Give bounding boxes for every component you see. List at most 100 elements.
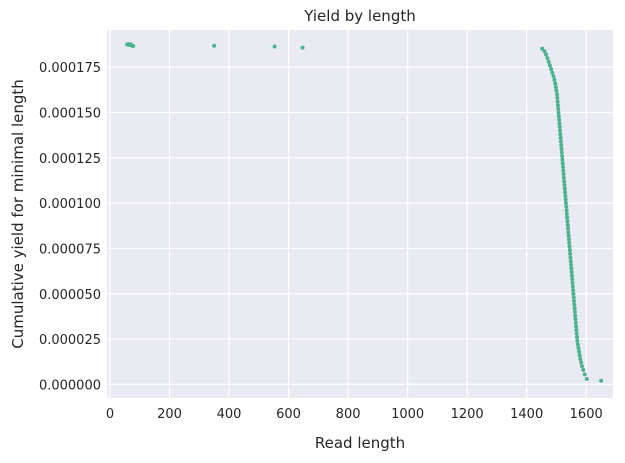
scatter-point [570, 280, 575, 285]
scatter-point [576, 346, 581, 351]
y-tick-label: 0.000125 [39, 152, 101, 167]
scatter-point [571, 295, 576, 300]
scatter-point [557, 121, 562, 126]
scatter-point [558, 132, 563, 137]
y-tick-labels: 0.000000 0.000025 0.000050 0.000075 0.000100… [39, 61, 101, 393]
x-tick-label: 400 [217, 407, 242, 422]
scatter-point [565, 219, 570, 224]
scatter-point [580, 364, 585, 369]
scatter-point [573, 317, 578, 322]
scatter-point [568, 251, 573, 256]
scatter-point [563, 190, 568, 195]
scatter-point [564, 204, 569, 209]
scatter-point [563, 201, 568, 206]
x-tick-label: 600 [276, 407, 301, 422]
scatter-point [131, 44, 136, 49]
scatter-point [556, 114, 561, 119]
scatter-point [577, 353, 582, 358]
scatter-point [575, 342, 580, 347]
scatter-point [567, 248, 572, 253]
scatter-point [581, 367, 586, 372]
scatter-point [569, 266, 574, 271]
scatter-point [572, 309, 577, 314]
scatter-point [300, 45, 305, 50]
scatter-point [566, 226, 571, 231]
scatter-point [567, 241, 572, 246]
scatter-point [558, 135, 563, 140]
y-tick-label: 0.000050 [39, 288, 101, 303]
scatter-point [564, 212, 569, 216]
scatter-point [560, 157, 565, 162]
scatter-point [558, 139, 563, 144]
scatter-point [549, 66, 554, 71]
scatter-point [555, 99, 560, 104]
scatter-point [540, 46, 545, 51]
scatter-point [567, 244, 572, 249]
x-tick-label: 200 [157, 407, 182, 422]
scatter-point [565, 222, 570, 227]
scatter-point [571, 291, 576, 296]
scatter-point [559, 146, 564, 151]
x-tick-label: 1000 [391, 407, 424, 422]
plot-background [107, 30, 613, 398]
x-tick-label: 1600 [570, 407, 603, 422]
scatter-point [553, 85, 558, 90]
scatter-point [599, 378, 604, 383]
scatter-point [572, 306, 577, 311]
x-axis-label: Read length [315, 434, 405, 452]
scatter-point [562, 182, 567, 187]
scatter-point [573, 313, 578, 318]
scatter-point [554, 88, 559, 93]
y-tick-label: 0.000175 [39, 61, 101, 76]
scatter-point [571, 288, 576, 293]
scatter-point [574, 324, 579, 329]
x-tick-label: 1200 [451, 407, 484, 422]
scatter-point [579, 360, 584, 365]
scatter-point [569, 273, 574, 278]
scatter-point [568, 255, 573, 260]
scatter-point [570, 284, 575, 289]
scatter-points [125, 41, 604, 383]
scatter-point [552, 77, 557, 82]
scatter-point [564, 208, 569, 213]
scatter-point [557, 124, 562, 129]
scatter-point [574, 328, 579, 333]
scatter-point [584, 376, 589, 381]
scatter-point [563, 193, 568, 198]
scatter-point [557, 117, 562, 122]
scatter-point [559, 143, 564, 148]
scatter-point [562, 179, 567, 184]
scatter-point [544, 52, 549, 57]
scatter-point [555, 103, 560, 108]
scatter-point [582, 372, 587, 377]
scatter-point [573, 320, 578, 325]
scatter-point [561, 168, 566, 173]
grid-lines [107, 30, 613, 398]
scatter-point [558, 128, 563, 133]
scatter-point [569, 270, 574, 275]
scatter-point [556, 110, 561, 115]
x-tick-label: 0 [106, 407, 114, 422]
scatter-point [561, 175, 566, 180]
scatter-point [560, 164, 565, 169]
y-tick-label: 0.000025 [39, 333, 101, 348]
scatter-point [566, 237, 571, 242]
scatter-point [560, 153, 565, 158]
scatter-point [545, 56, 550, 61]
y-axis-label: Cumulative yield for minimal length [9, 79, 27, 349]
scatter-point [566, 233, 571, 238]
scatter-point [550, 70, 555, 75]
scatter-point [572, 302, 577, 307]
scatter-point [577, 349, 582, 354]
scatter-point [575, 338, 580, 343]
scatter-point [555, 92, 560, 97]
scatter-point [563, 197, 568, 202]
scatter-point [568, 259, 573, 264]
scatter-point [570, 277, 575, 282]
x-tick-labels: 0 200 400 600 800 1000 1200 1400 1600 [106, 407, 603, 422]
scatter-point [546, 59, 551, 64]
scatter-point [566, 230, 571, 235]
scatter-point [574, 331, 579, 336]
scatter-point [572, 299, 577, 304]
y-tick-label: 0.000150 [39, 106, 101, 121]
